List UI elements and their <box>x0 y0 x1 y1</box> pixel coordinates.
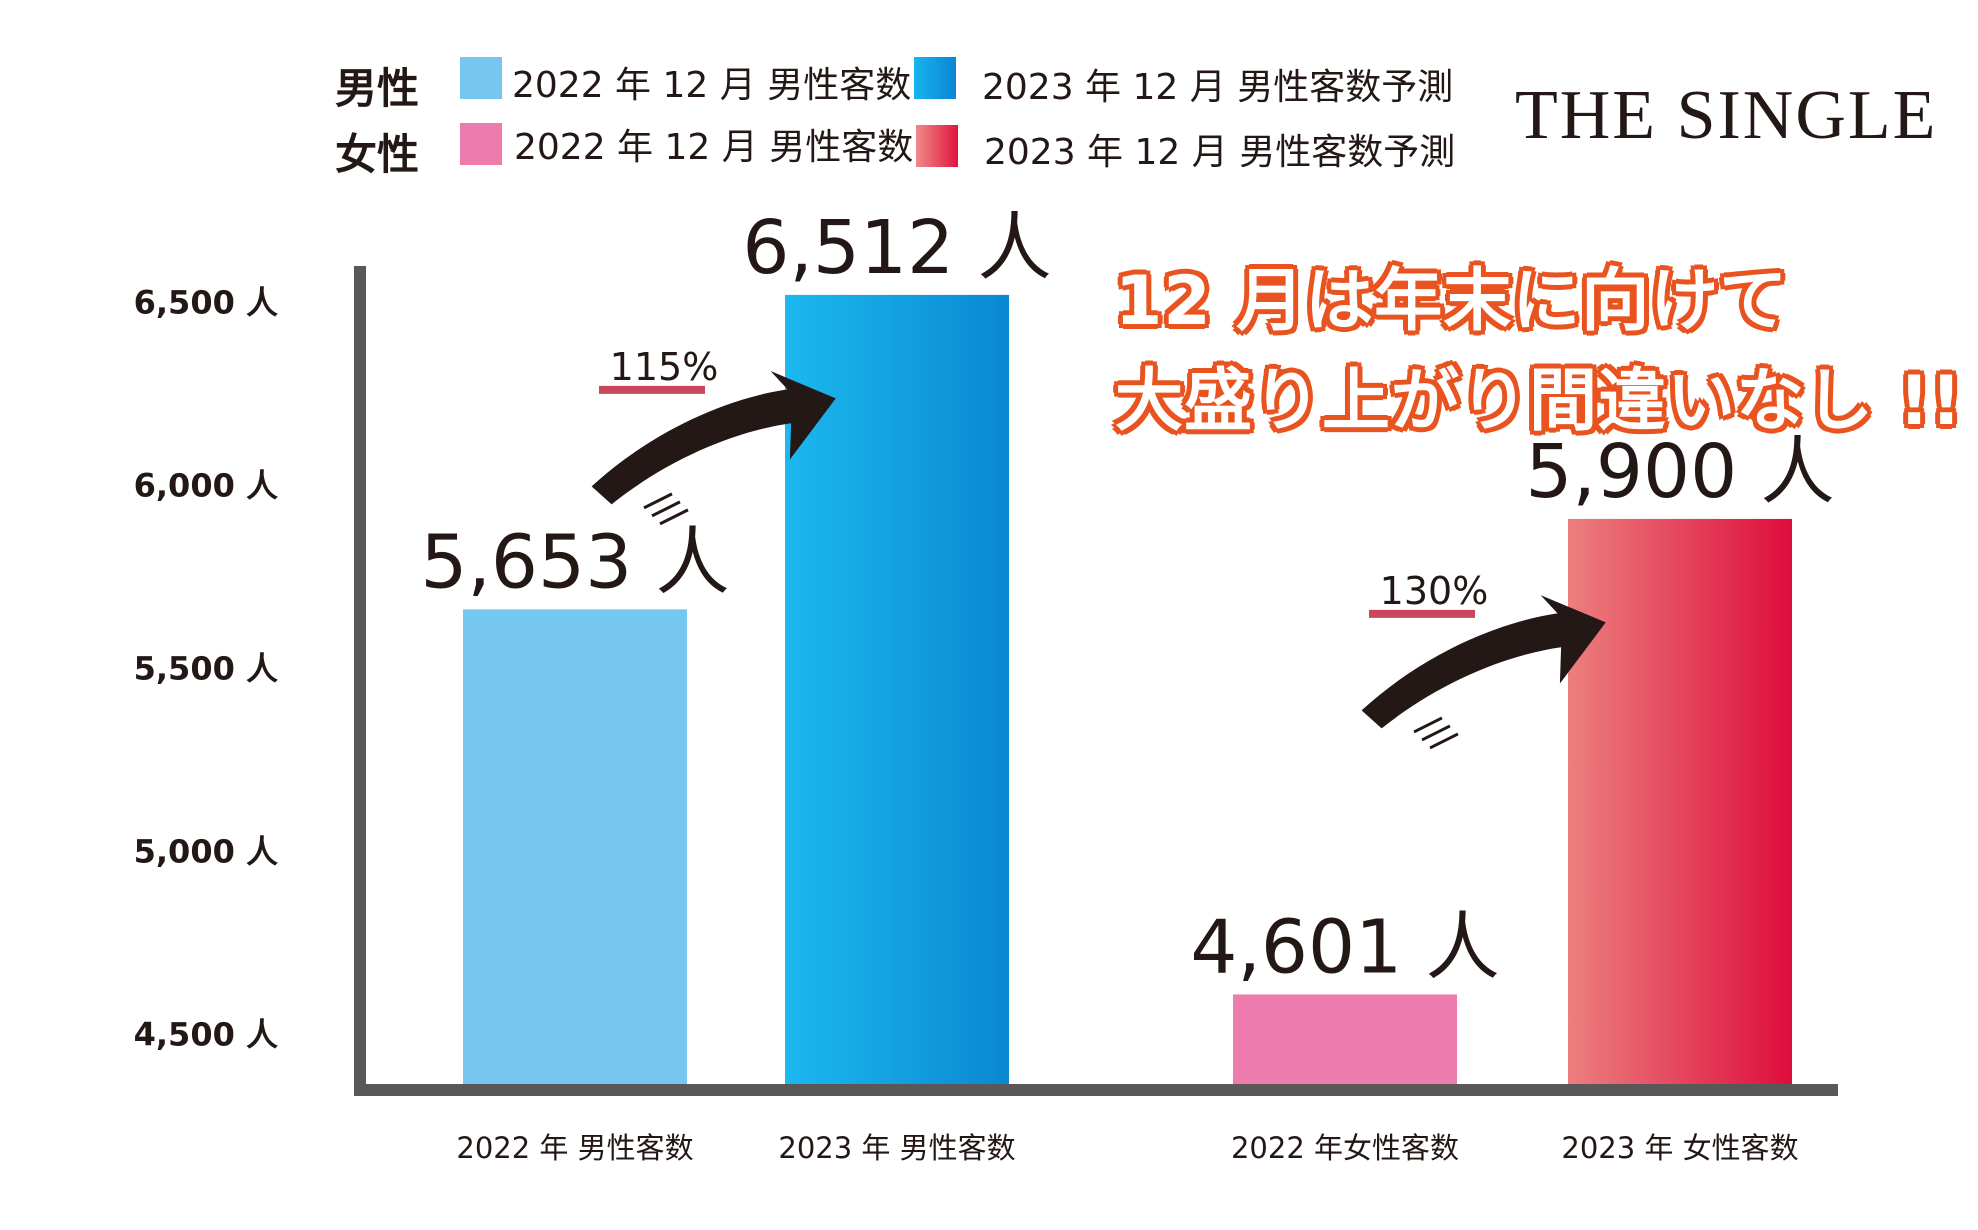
motion-mark <box>659 508 689 526</box>
growth-arrow-icon <box>1361 595 1606 729</box>
growth-arrow-icon <box>591 371 836 505</box>
legend-male-heading: 男性 <box>335 64 420 113</box>
y-tick-label: 5,000 人 <box>134 832 278 870</box>
x-tick-label: 2022 年女性客数 <box>1231 1131 1459 1165</box>
y-tick-label: 4,500 人 <box>134 1015 278 1053</box>
legend-swatch-female-2023 <box>916 125 958 167</box>
x-tick-label: 2023 年 男性客数 <box>778 1131 1015 1165</box>
headline-line-1: 12 月は年末に向けて <box>1115 262 1789 341</box>
motion-mark <box>1429 732 1459 750</box>
y-tick-label: 5,500 人 <box>134 649 278 687</box>
legend-label-male-2022: 2022 年 12 月 男性客数 <box>512 65 912 106</box>
value-label: 5,900 人 <box>1525 429 1834 515</box>
growth-percent-label: 130% <box>1380 569 1489 613</box>
bar-0 <box>463 609 687 1084</box>
headline-line-2: 大盛り上がり間違いなし !! <box>1115 362 1963 441</box>
legend-label-male-2023: 2023 年 12 月 男性客数予測 <box>982 67 1454 108</box>
motion-mark <box>651 500 681 518</box>
bar-2 <box>1233 994 1457 1084</box>
value-label: 5,653 人 <box>420 519 729 605</box>
legend-swatch-male-2023 <box>914 57 956 99</box>
bar-3 <box>1568 518 1792 1084</box>
legend-label-female-2022: 2022 年 12 月 男性客数 <box>514 127 914 168</box>
legend-label-female-2023: 2023 年 12 月 男性客数予測 <box>984 132 1456 173</box>
value-label: 6,512 人 <box>742 205 1051 291</box>
value-label: 4,601 人 <box>1190 904 1499 990</box>
x-tick-label: 2023 年 女性客数 <box>1561 1131 1798 1165</box>
y-tick-label: 6,000 人 <box>134 466 278 504</box>
x-tick-label: 2022 年 男性客数 <box>456 1131 693 1165</box>
motion-mark <box>1413 716 1443 734</box>
legend-swatch-male-2022 <box>460 57 502 99</box>
legend-female-heading: 女性 <box>335 130 420 179</box>
legend-swatch-female-2022 <box>460 123 502 165</box>
motion-mark <box>643 492 673 510</box>
motion-mark <box>1421 724 1451 742</box>
bar-1 <box>785 294 1009 1085</box>
brand-logo: THE SINGLE <box>1515 77 1938 154</box>
growth-percent-label: 115% <box>610 345 719 389</box>
y-tick-label: 6,500 人 <box>134 283 278 321</box>
